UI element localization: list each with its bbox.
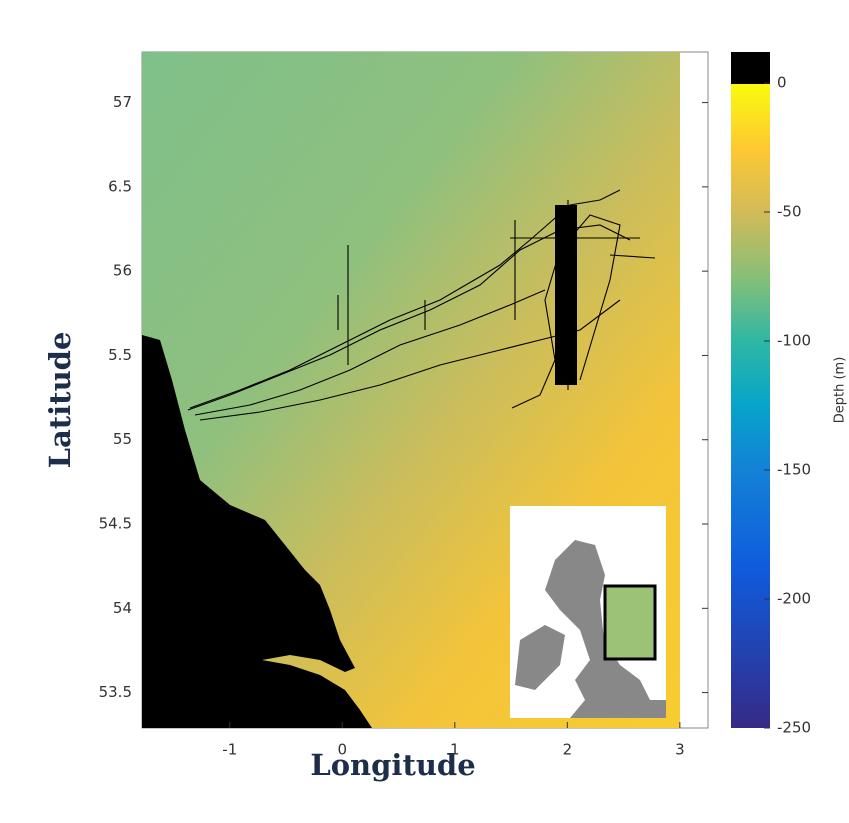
x-tick-label: 1 bbox=[450, 741, 460, 759]
colorbar bbox=[731, 84, 770, 728]
y-tick-label: 53.5 bbox=[99, 683, 132, 701]
y-tick-label: 56 bbox=[113, 262, 132, 280]
colorbar-land bbox=[731, 52, 770, 84]
x-tick-label: 0 bbox=[338, 741, 348, 759]
colorbar-tick-label: -250 bbox=[777, 719, 811, 737]
land bbox=[142, 335, 372, 728]
x-tick-label: -1 bbox=[222, 741, 237, 759]
colorbar-tick-label: -200 bbox=[777, 589, 811, 607]
y-tick-label: 55 bbox=[113, 430, 132, 448]
colorbar-tick-label: -150 bbox=[777, 460, 811, 478]
x-tick-label: 3 bbox=[675, 741, 685, 759]
x-axis-label: Longitude bbox=[310, 748, 475, 782]
y-tick-label: 57 bbox=[113, 93, 132, 111]
track-cluster bbox=[555, 205, 577, 385]
y-tick-label: 6.5 bbox=[108, 177, 132, 195]
colorbar-tick-label: 0 bbox=[777, 73, 787, 91]
y-tick-label: 54.5 bbox=[99, 515, 132, 533]
y-axis-label: Latitude bbox=[43, 332, 77, 469]
colorbar-label: Depth (m) bbox=[833, 357, 848, 424]
x-tick-label: 2 bbox=[563, 741, 573, 759]
inset-map bbox=[510, 506, 666, 718]
colorbar-tick-label: -50 bbox=[777, 202, 802, 220]
y-tick-label: 54 bbox=[113, 599, 132, 617]
y-tick-label: 5.5 bbox=[108, 346, 132, 364]
colorbar-tick-label: -100 bbox=[777, 331, 811, 349]
